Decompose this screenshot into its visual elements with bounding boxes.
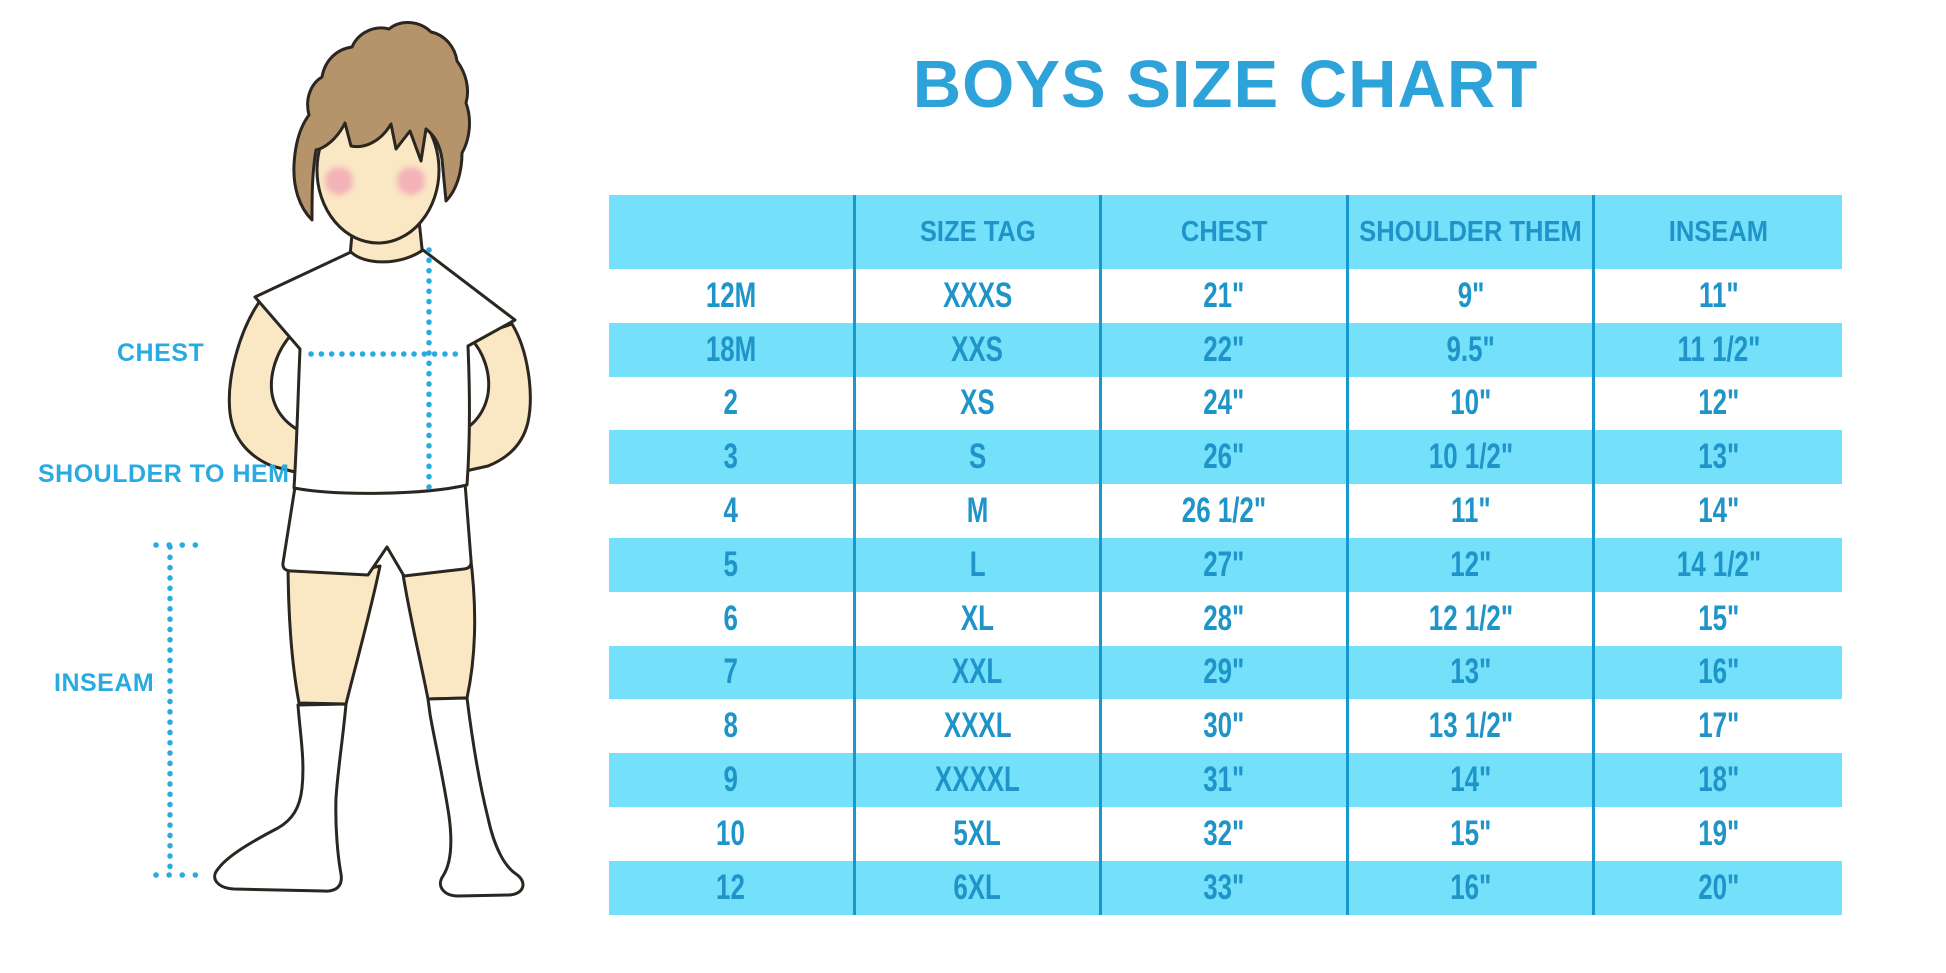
value-cell: 13 1/2"	[1349, 699, 1596, 754]
page-title: BOYS SIZE CHART	[912, 47, 1539, 122]
value-cell: 10 1/2"	[1349, 430, 1596, 485]
value-cell: 6XL	[856, 860, 1103, 915]
value-cell: 15"	[1349, 806, 1596, 861]
value-cell: 32"	[1102, 806, 1349, 861]
label-inseam: INSEAM	[54, 669, 155, 697]
value-cell: 5XL	[856, 806, 1103, 861]
value-cell: 15"	[1698, 598, 1740, 638]
column-header-3: SHOULDER THEM	[1349, 195, 1596, 269]
value-cell: 31"	[1102, 753, 1349, 807]
size-cell: 4	[609, 484, 856, 538]
value-cell: XXXXL	[856, 753, 1103, 807]
column-header-2: CHEST	[1102, 195, 1349, 269]
boy-shirt	[253, 248, 517, 495]
table-row-8: 8 XXXL 30" 13 1/2" 17"	[609, 699, 1842, 754]
label-chest: CHEST	[117, 339, 205, 367]
value-cell: 24"	[1102, 376, 1349, 431]
value-cell: 14"	[1349, 753, 1596, 807]
size-cell: 12M	[609, 269, 856, 323]
value-cell: 21"	[1102, 269, 1349, 323]
value-cell: XL	[856, 591, 1103, 646]
table-row-12M: 12M XXXS 21" 9" 11"	[609, 269, 1842, 323]
value-cell: 20"	[1698, 867, 1740, 907]
size-cell: 8	[609, 699, 856, 754]
boy-right-blush	[397, 167, 425, 195]
value-cell: 16"	[1698, 652, 1740, 692]
value-cell: 11 1/2"	[1677, 329, 1761, 369]
boy-left-arm	[227, 296, 318, 478]
size-table-header-row: SIZE TAG CHEST SHOULDER THEM INSEAM	[609, 195, 1842, 269]
table-row-2: 2 XS 24" 10" 12"	[609, 376, 1842, 431]
boy-left-blush	[325, 167, 353, 195]
value-cell: XXS	[856, 322, 1103, 377]
size-cell: 5	[609, 537, 856, 592]
value-cell: 22"	[1102, 322, 1349, 377]
table-row-12: 12 6XL 33" 16" 20"	[609, 860, 1842, 915]
boy-illustration	[153, 21, 532, 898]
value-cell: 9.5"	[1349, 322, 1596, 377]
value-cell: 26"	[1102, 430, 1349, 485]
value-cell: 11"	[1349, 484, 1596, 538]
boy-hair	[292, 21, 471, 222]
size-cell: 6	[609, 591, 856, 646]
column-header-4: INSEAM	[1669, 215, 1769, 248]
value-cell: 12"	[1349, 537, 1596, 592]
value-cell: L	[856, 537, 1103, 592]
size-cell: 18M	[609, 322, 856, 377]
table-row-10: 10 5XL 32" 15" 19"	[609, 806, 1842, 861]
value-cell: 27"	[1102, 537, 1349, 592]
value-cell: 16"	[1349, 860, 1596, 915]
value-cell: 12 1/2"	[1349, 591, 1596, 646]
value-cell: 9"	[1349, 269, 1596, 323]
value-cell: 18"	[1698, 760, 1740, 800]
value-cell: 14"	[1698, 491, 1740, 531]
table-row-4: 4 M 26 1/2" 11" 14"	[609, 484, 1842, 538]
value-cell: 17"	[1698, 706, 1740, 746]
size-cell: 9	[609, 753, 856, 807]
boy-left-sock	[213, 702, 348, 893]
value-cell: XXXS	[856, 269, 1103, 323]
value-cell: 26 1/2"	[1102, 484, 1349, 538]
size-cell: 2	[609, 376, 856, 431]
size-table-body: 12M XXXS 21" 9" 11" 18M XXS 22" 9.5" 11 1/2" 2 XS 24…	[609, 269, 1842, 915]
table-row-9: 9 XXXXL 31" 14" 18"	[609, 753, 1842, 807]
value-cell: XXXL	[856, 699, 1103, 754]
size-table: SIZE TAG CHEST SHOULDER THEM INSEAM 12M XXXS…	[609, 195, 1842, 915]
boy-right-sock	[426, 696, 525, 898]
label-shoulder-to-hem: SHOULDER TO HEM	[38, 460, 290, 488]
value-cell: 11"	[1698, 275, 1739, 315]
boy-left-thigh	[286, 556, 382, 706]
value-cell: 28"	[1102, 591, 1349, 646]
boy-measurement-figure	[0, 0, 600, 973]
size-cell: 12	[609, 860, 856, 915]
value-cell: 13"	[1698, 437, 1740, 477]
column-header-0	[609, 195, 856, 269]
table-row-5: 5 L 27" 12" 14 1/2"	[609, 537, 1842, 592]
value-cell: 33"	[1102, 860, 1349, 915]
value-cell: 19"	[1698, 813, 1740, 853]
table-row-3: 3 S 26" 10 1/2" 13"	[609, 430, 1842, 485]
value-cell: S	[856, 430, 1103, 485]
value-cell: XXL	[856, 645, 1103, 700]
value-cell: 12"	[1698, 383, 1740, 423]
value-cell: 10"	[1349, 376, 1596, 431]
table-row-7: 7 XXL 29" 13" 16"	[609, 645, 1842, 700]
value-cell: 29"	[1102, 645, 1349, 700]
size-cell: 7	[609, 645, 856, 700]
value-cell: 14 1/2"	[1676, 544, 1761, 584]
value-cell: 13"	[1349, 645, 1596, 700]
table-row-6: 6 XL 28" 12 1/2" 15"	[609, 591, 1842, 646]
size-cell: 10	[609, 806, 856, 861]
value-cell: 30"	[1102, 699, 1349, 754]
value-cell: XS	[856, 376, 1103, 431]
table-row-18M: 18M XXS 22" 9.5" 11 1/2"	[609, 322, 1842, 377]
column-header-1: SIZE TAG	[856, 195, 1103, 269]
value-cell: M	[856, 484, 1103, 538]
size-cell: 3	[609, 430, 856, 485]
